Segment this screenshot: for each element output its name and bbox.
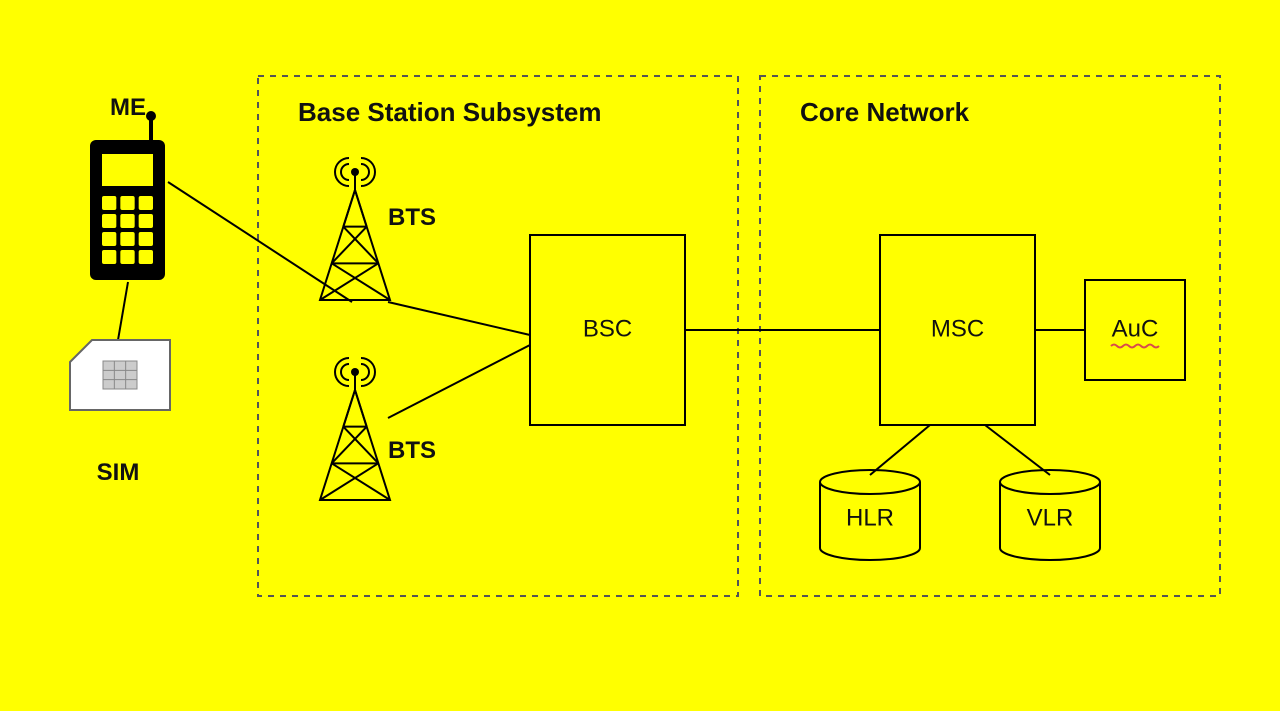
sim-card-icon [70,340,170,410]
vlr-label: VLR [1027,504,1074,531]
bss-title: Base Station Subsystem [298,97,601,127]
auc-label: AuC [1112,315,1159,342]
sim-label: SIM [97,459,140,486]
hlr-label: HLR [846,504,894,531]
core-network-title: Core Network [800,97,970,127]
msc-label: MSC [931,315,984,342]
bts-label-1: BTS [388,204,436,231]
bts-label-2: BTS [388,437,436,464]
me-label: ME [110,94,146,121]
bsc-label: BSC [583,315,632,342]
diagram-background [0,0,1280,711]
